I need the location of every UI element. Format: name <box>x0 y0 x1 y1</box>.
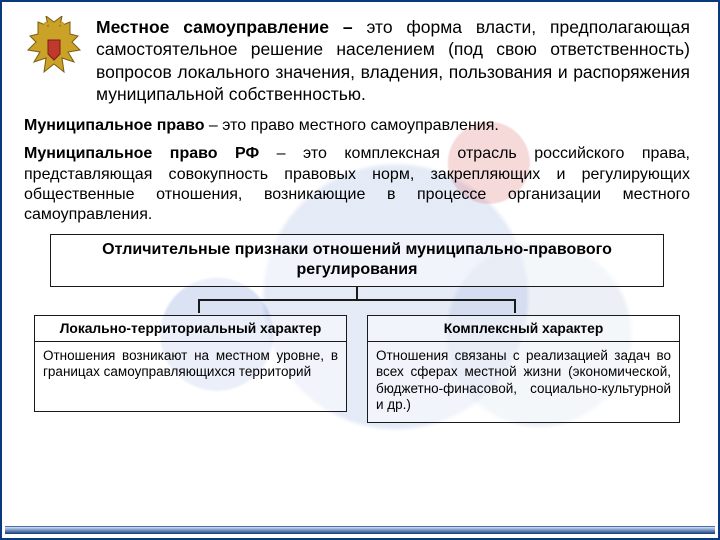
feature-left-body: Отношения возникают на местном уровне, в… <box>34 342 347 412</box>
definition-2-term: Муниципальное право <box>24 117 204 134</box>
definition-3-term: Муниципальное право РФ <box>24 145 259 162</box>
feature-left-title: Локально-территориальный характер <box>34 315 347 342</box>
features-header-box: Отличительные признаки отношений муницип… <box>50 234 664 287</box>
feature-right-body: Отношения связаны с реализацией задач во… <box>367 342 680 423</box>
connector-lines <box>24 287 690 315</box>
definition-1-term: Местное самоуправление – <box>96 17 353 37</box>
feature-right-title: Комплексный характер <box>367 315 680 342</box>
definition-1: Местное самоуправление – это форма власт… <box>96 16 690 106</box>
coat-of-arms-icon <box>24 16 84 80</box>
slide: Местное самоуправление – это форма власт… <box>0 0 720 540</box>
feature-left: Локально-территориальный характер Отноше… <box>34 315 347 423</box>
definition-2-text: – это право местного самоуправления. <box>204 117 498 134</box>
features-header-text: Отличительные признаки отношений муницип… <box>102 241 612 278</box>
feature-columns: Локально-территориальный характер Отноше… <box>24 315 690 423</box>
definition-1-row: Местное самоуправление – это форма власт… <box>24 16 690 106</box>
content: Местное самоуправление – это форма власт… <box>2 2 718 538</box>
definition-2: Муниципальное право – это право местного… <box>24 116 690 136</box>
feature-right: Комплексный характер Отношения связаны с… <box>367 315 680 423</box>
definition-3: Муниципальное право РФ – это комплексная… <box>24 144 690 226</box>
